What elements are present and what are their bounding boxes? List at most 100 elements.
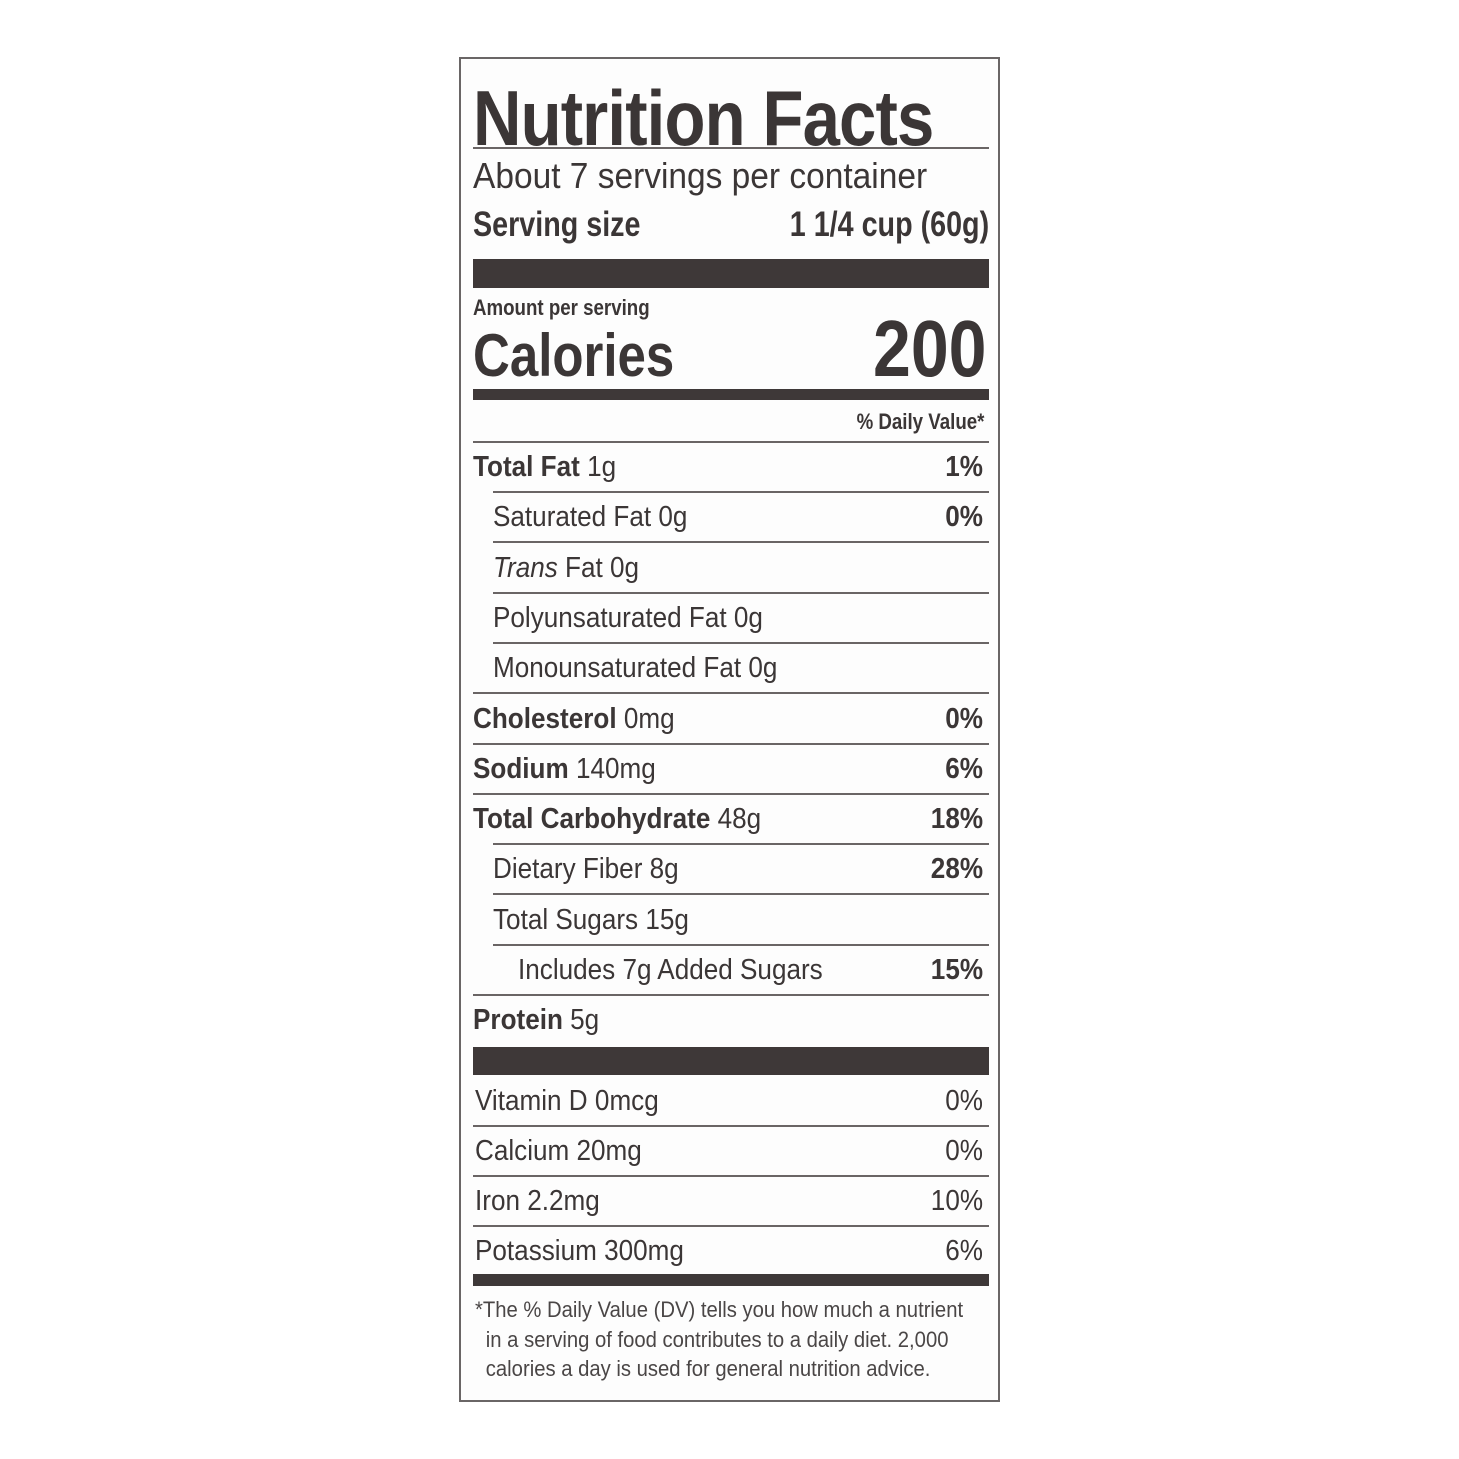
vitamin-label: Potassium xyxy=(475,1235,597,1267)
nutrient-row: Saturated Fat 0g 0% xyxy=(473,493,989,544)
nutrient-name: Protein 5g xyxy=(473,1004,599,1037)
nutrient-amount: 0g xyxy=(658,501,688,534)
dv-divider xyxy=(473,441,989,443)
nutrient-name: Includes 7g Added Sugars xyxy=(518,954,823,987)
row-divider xyxy=(493,943,989,946)
nutrient-name: Polyunsaturated Fat 0g xyxy=(493,602,763,635)
calories-label: Calories xyxy=(473,322,675,389)
nutrient-amount: 5g xyxy=(570,1004,600,1037)
nutrient-amount: 48g xyxy=(717,803,762,836)
daily-value-header: % Daily Value* xyxy=(856,409,984,434)
medium-divider xyxy=(473,389,989,400)
nutrient-name: Total Fat 1g xyxy=(473,451,616,484)
row-divider xyxy=(493,541,989,544)
row-divider xyxy=(493,893,989,896)
nutrient-amount: 1g xyxy=(587,451,617,483)
nutrient-label: Total Carbohydrate xyxy=(473,803,711,836)
nutrient-daily-value: 0% xyxy=(945,702,983,735)
vitamin-name: Calcium 20mg xyxy=(475,1135,642,1168)
nutrient-label: Polyunsaturated Fat xyxy=(493,601,727,634)
nutrient-row: Polyunsaturated Fat 0g xyxy=(473,594,989,644)
vitamin-name: Vitamin D 0mcg xyxy=(475,1085,659,1118)
nutrient-row: Total Carbohydrate 48g 18% xyxy=(473,795,989,846)
nutrient-label: Saturated Fat xyxy=(493,501,652,534)
nutrient-daily-value: 28% xyxy=(930,853,983,886)
title-divider xyxy=(473,147,989,149)
nutrition-facts-label: Nutrition Facts About 7 servings per con… xyxy=(459,57,1000,1402)
nutrient-daily-value: 15% xyxy=(930,954,983,986)
nutrient-amount: 0g xyxy=(733,601,763,634)
vitamin-amount: 0mcg xyxy=(594,1085,659,1117)
vitamin-row: Calcium 20mg 0% xyxy=(473,1127,989,1177)
nutrient-row: Cholesterol 0mg 0% xyxy=(473,695,989,745)
nutrient-name: Dietary Fiber 8g xyxy=(493,853,679,886)
calories-value: 200 xyxy=(872,304,986,393)
nutrient-row: Total Fat 1g 1% xyxy=(473,443,989,493)
servings-per-container: About 7 servings per container xyxy=(473,155,928,196)
nutrient-daily-value: 18% xyxy=(930,803,983,836)
nutrient-row: Monounsaturated Fat 0g xyxy=(473,644,989,695)
vitamin-label: Vitamin D xyxy=(475,1085,588,1117)
nutrient-row: Total Sugars 15g xyxy=(473,896,989,946)
serving-size-value: 1 1/4 cup (60g) xyxy=(789,205,989,244)
row-divider xyxy=(473,742,989,745)
nutrient-amount: 140mg xyxy=(575,752,656,785)
footnote-line: *The % Daily Value (DV) tells you how mu… xyxy=(475,1297,964,1322)
vitamin-row: Iron 2.2mg 10% xyxy=(473,1177,989,1227)
nutrient-amount: 0mg xyxy=(623,702,675,735)
nutrient-row: Trans Fat 0g xyxy=(473,544,989,594)
vitamin-amount: 300mg xyxy=(604,1235,684,1267)
serving-size: Serving size 1 1/4 cup (60g) xyxy=(473,205,989,245)
nutrient-label-suffix: Fat xyxy=(565,551,603,584)
vitamin-row: Potassium 300mg 6% xyxy=(473,1227,989,1277)
vitamin-daily-value: 0% xyxy=(945,1135,983,1167)
nutrient-label: Trans xyxy=(493,551,558,584)
nutrient-label: Dietary Fiber xyxy=(493,853,643,886)
nutrient-name: Saturated Fat 0g xyxy=(493,501,687,534)
vitamin-label: Calcium xyxy=(475,1135,570,1167)
serving-size-label: Serving size xyxy=(473,205,641,244)
nutrient-amount: 0g xyxy=(748,652,778,685)
vitamin-label: Iron xyxy=(475,1185,520,1217)
vitamin-daily-value: 0% xyxy=(945,1085,983,1117)
nutrient-label: Total Fat xyxy=(473,451,580,483)
nutrient-row: Protein 5g xyxy=(473,996,989,1046)
nutrient-name: Total Sugars 15g xyxy=(493,904,689,937)
nutrient-row: Includes 7g Added Sugars 15% xyxy=(473,946,989,996)
nutrient-label: Sodium xyxy=(473,752,569,785)
vitamin-name: Iron 2.2mg xyxy=(475,1185,600,1218)
nutrient-name: Total Carbohydrate 48g xyxy=(473,803,761,836)
vitamin-amount: 2.2mg xyxy=(527,1185,600,1217)
nutrient-label: Cholesterol xyxy=(473,702,617,735)
nutrient-row: Sodium 140mg 6% xyxy=(473,745,989,795)
row-divider xyxy=(473,1225,989,1227)
vitamin-amount: 20mg xyxy=(576,1135,642,1167)
nutrient-label: Total Sugars xyxy=(493,903,639,936)
vitamin-daily-value: 6% xyxy=(945,1235,983,1267)
amount-per-serving: Amount per serving xyxy=(473,295,650,320)
row-divider xyxy=(473,792,989,795)
footnote-line: in a serving of food contributes to a da… xyxy=(485,1326,949,1352)
nutrient-daily-value: 0% xyxy=(945,501,983,534)
footnote-line: calories a day is used for general nutri… xyxy=(485,1356,931,1381)
nutrient-daily-value: 1% xyxy=(945,451,983,483)
thick-divider xyxy=(473,259,989,288)
nutrient-name: Monounsaturated Fat 0g xyxy=(493,652,777,685)
row-divider xyxy=(473,692,989,695)
nutrient-label: Includes 7g Added Sugars xyxy=(518,954,823,986)
row-divider xyxy=(473,1175,989,1177)
nutrient-daily-value: 6% xyxy=(945,752,983,785)
nutrient-amount: 15g xyxy=(645,903,689,936)
label-title: Nutrition Facts xyxy=(473,74,934,162)
vitamin-name: Potassium 300mg xyxy=(475,1235,684,1268)
row-divider xyxy=(473,1125,989,1127)
nutrient-label: Protein xyxy=(473,1004,563,1037)
vitamin-row: Vitamin D 0mcg 0% xyxy=(473,1077,989,1127)
nutrient-label: Monounsaturated Fat xyxy=(493,652,742,685)
footnote: *The % Daily Value (DV) tells you how mu… xyxy=(475,1295,995,1384)
nutrient-name: Cholesterol 0mg xyxy=(473,703,675,736)
nutrient-row: Dietary Fiber 8g 28% xyxy=(473,845,989,896)
nutrient-name: Trans Fat 0g xyxy=(493,552,639,585)
footnote-divider xyxy=(473,1274,989,1286)
row-divider xyxy=(473,994,989,996)
